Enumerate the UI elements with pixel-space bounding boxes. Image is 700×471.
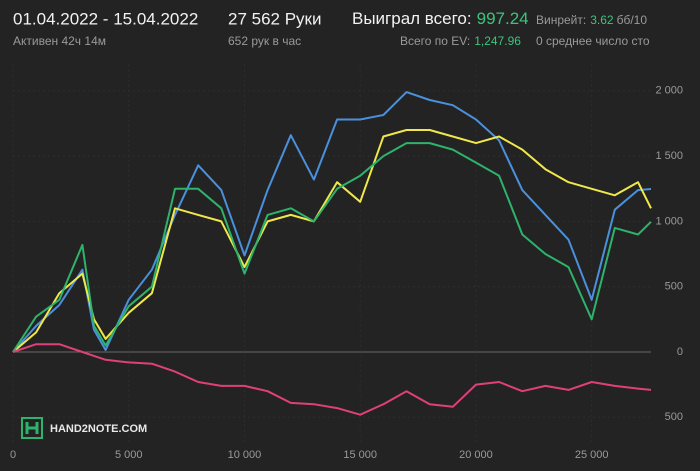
- ev-label: Всего по EV:: [400, 34, 470, 48]
- winrate-value: 3.62: [590, 13, 614, 27]
- y-tick-label: 1 500: [655, 150, 683, 162]
- active-time: Активен 42ч 14м: [13, 34, 106, 48]
- logo: HAND2NOTE.COM: [21, 417, 147, 439]
- winrate: Винрейт: 3.62 бб/10: [536, 13, 647, 27]
- y-tick-label: 2 000: [655, 85, 683, 97]
- logo-text: HAND2NOTE.COM: [50, 423, 147, 435]
- won-label: Выиграл всего:: [352, 9, 472, 28]
- logo-h: [25, 422, 39, 434]
- y-tick-label: 500: [665, 281, 683, 293]
- x-tick-label: 5 000: [115, 449, 143, 461]
- series-line: [12, 91, 652, 353]
- x-tick-label: 0: [10, 449, 16, 461]
- hands: 27 562 Руки: [228, 9, 322, 28]
- y-tick-label: 0: [677, 346, 683, 358]
- x-tick-label: 10 000: [228, 449, 262, 461]
- series-line: [12, 142, 652, 353]
- y-tick-label: 1 000: [655, 215, 683, 227]
- y-tick-label: 500: [665, 411, 683, 423]
- logo-icon: [21, 417, 43, 439]
- x-tick-label: 15 000: [343, 449, 377, 461]
- series-line: [12, 343, 652, 416]
- winrate-unit: бб/10: [617, 13, 648, 27]
- won-value: 997.24: [477, 9, 529, 28]
- won: Выиграл всего: 997.24: [352, 9, 529, 28]
- plot: 500 0 500 1 000 1 500 2 000 0 5 000 10 000 15 000…: [10, 64, 683, 461]
- series-line: [12, 129, 652, 353]
- x-tick-label: 25 000: [575, 449, 609, 461]
- per-hour: 652 рук в час: [228, 34, 301, 48]
- avg-note: 0 среднее число сто: [536, 34, 650, 48]
- ev-value: 1,247.96: [474, 34, 521, 48]
- period: 01.04.2022 - 15.04.2022: [13, 9, 198, 28]
- ev: Всего по EV: 1,247.96: [400, 34, 521, 48]
- winrate-label: Винрейт:: [536, 13, 586, 27]
- x-tick-label: 20 000: [459, 449, 493, 461]
